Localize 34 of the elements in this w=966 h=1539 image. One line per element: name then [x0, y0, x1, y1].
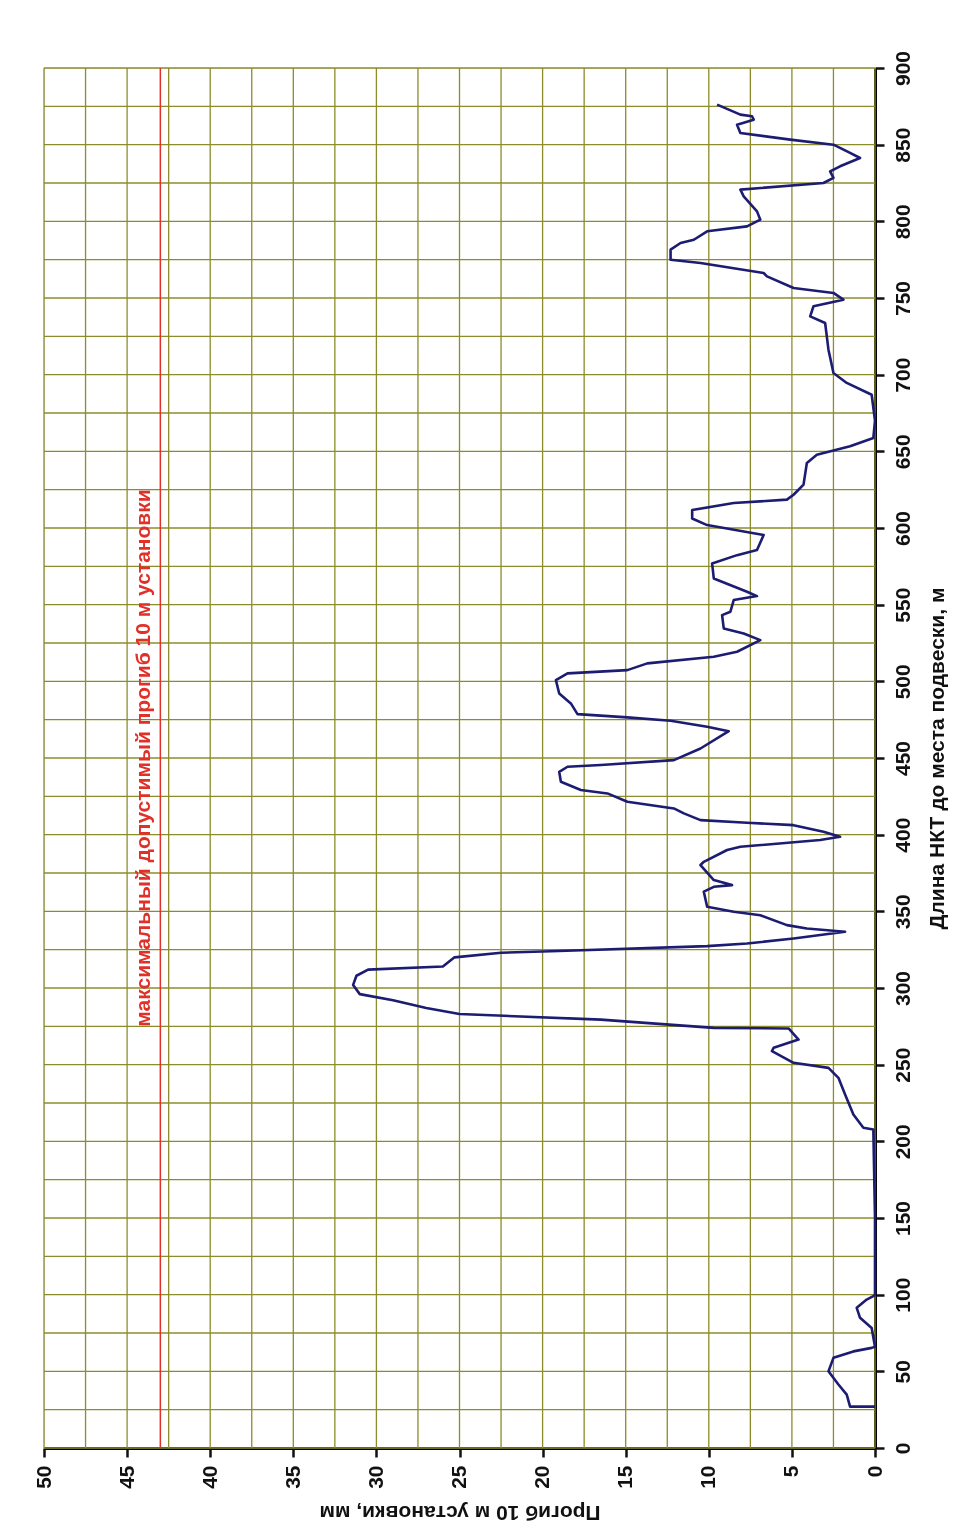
- y-tick-label: 250: [890, 1047, 914, 1083]
- x-tick-label: 15: [613, 1465, 637, 1489]
- y-tick-label: 200: [890, 1124, 914, 1160]
- x-tick-label: 10: [696, 1465, 720, 1489]
- line-series: [351, 103, 877, 1408]
- y-tick-label: 450: [890, 740, 914, 777]
- y-tick-label: 700: [890, 357, 914, 393]
- ref-line-label: максимальный допустимый прогиб 10 м установки: [131, 489, 155, 1027]
- x-tick-label: 20: [530, 1465, 554, 1489]
- y-tick-label: 500: [890, 664, 914, 700]
- y-tick-label: 150: [890, 1200, 914, 1237]
- x-tick-label: 5: [779, 1465, 803, 1478]
- x-tick-label: 0: [862, 1465, 886, 1478]
- x-axis-title: Прогиб 10 м установки, мм: [319, 1501, 601, 1525]
- x-tick-label: 35: [280, 1465, 304, 1489]
- y-tick-label: 300: [890, 970, 914, 1007]
- y-tick-label: 650: [890, 434, 914, 470]
- x-tick-label: 50: [31, 1465, 55, 1489]
- y-tick-label: 350: [890, 894, 914, 930]
- x-tick-label: 25: [447, 1465, 470, 1489]
- x-tick-label: 30: [363, 1465, 387, 1489]
- y-tick-label: 850: [890, 127, 914, 163]
- y-tick-label: 400: [890, 817, 914, 853]
- y-axis-title: Длина НКТ до места подвески, м: [924, 587, 948, 930]
- y-tick-label: 900: [890, 50, 914, 87]
- y-tick-label: 50: [890, 1360, 914, 1384]
- x-tick-label: 45: [114, 1465, 138, 1489]
- y-tick-label: 750: [890, 280, 914, 317]
- y-tick-label: 0: [890, 1442, 914, 1455]
- y-tick-label: 800: [890, 204, 914, 240]
- y-tick-label: 550: [890, 587, 914, 623]
- y-tick-label: 100: [890, 1277, 914, 1313]
- x-tick-label: 40: [197, 1465, 221, 1489]
- y-tick-label: 600: [890, 510, 914, 547]
